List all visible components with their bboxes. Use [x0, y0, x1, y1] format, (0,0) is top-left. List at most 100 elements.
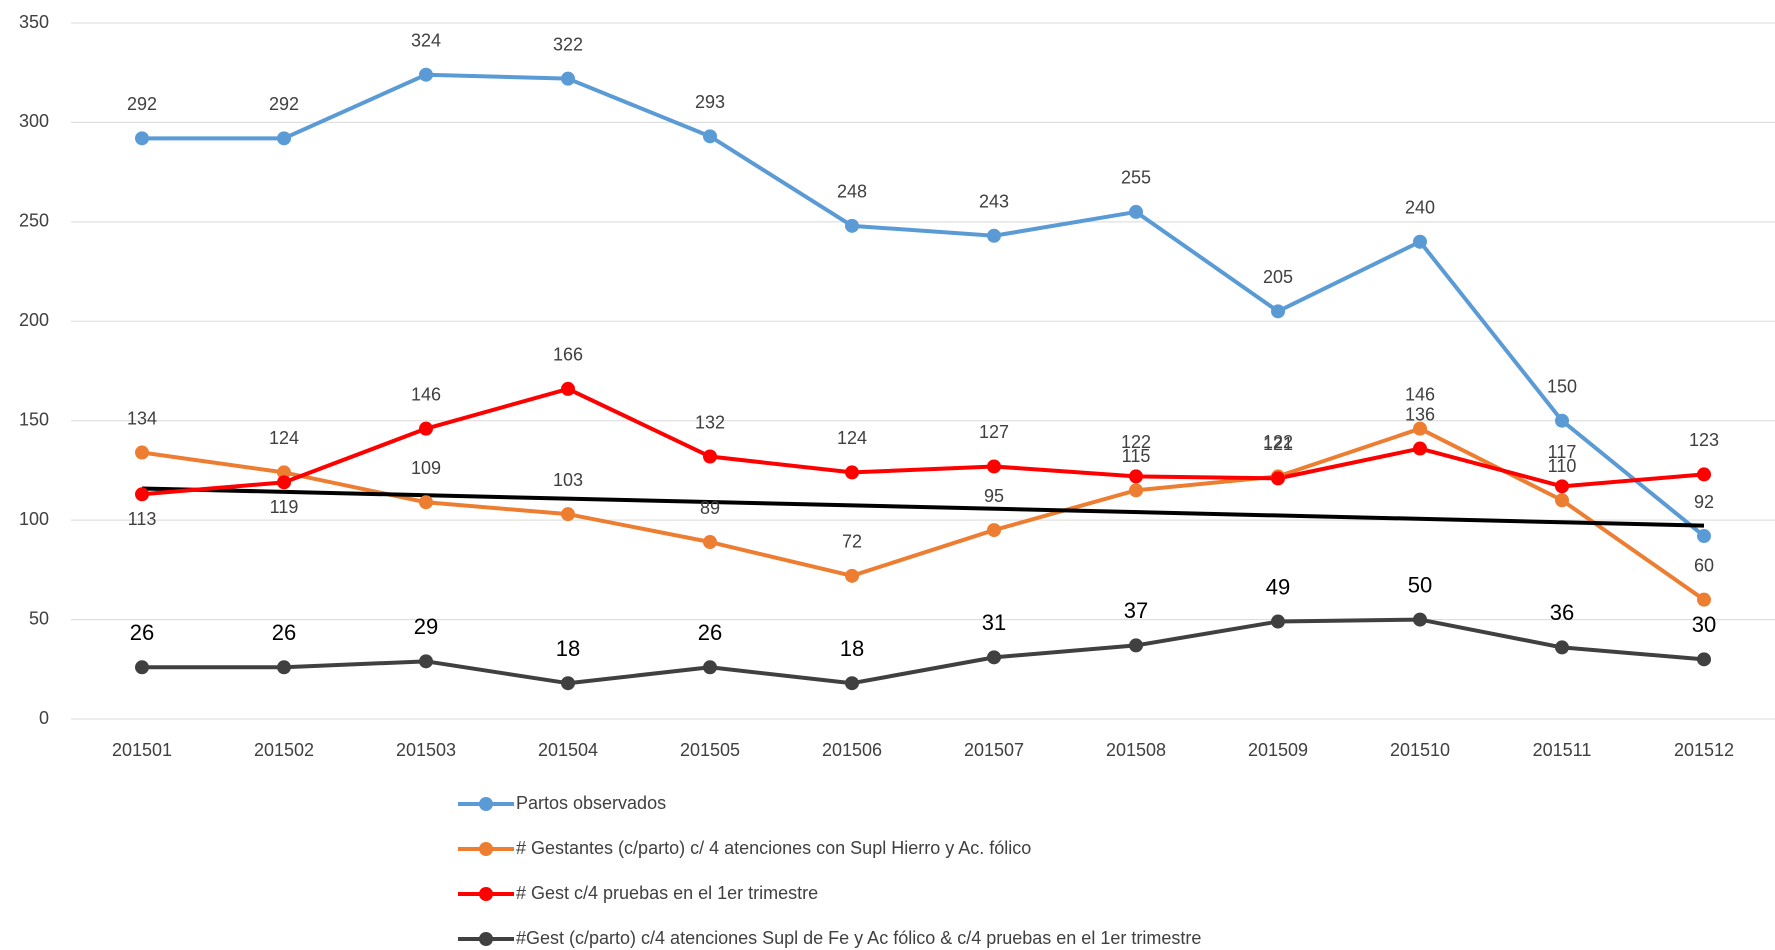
point	[1271, 471, 1285, 486]
point	[1413, 421, 1427, 436]
data-label: 146	[411, 384, 441, 404]
point	[135, 487, 149, 502]
data-label: 29	[414, 614, 438, 639]
y-tick-label: 250	[19, 211, 49, 231]
data-label: 124	[269, 428, 299, 448]
x-tick-label: 201512	[1674, 740, 1734, 760]
legend-label: Partos observados	[516, 793, 666, 813]
data-label: 240	[1405, 197, 1435, 217]
data-label: 124	[837, 428, 867, 448]
series-line	[142, 72, 1706, 538]
point	[419, 654, 433, 669]
point	[1129, 483, 1143, 498]
point	[1129, 204, 1143, 219]
data-label: 127	[979, 422, 1009, 442]
data-label: 292	[127, 94, 157, 114]
data-label: 89	[700, 498, 720, 518]
point	[561, 71, 575, 86]
data-label: 30	[1692, 612, 1716, 637]
data-label: 150	[1547, 376, 1577, 396]
trendline	[141, 486, 1705, 528]
point	[1271, 614, 1285, 629]
point	[1697, 592, 1711, 607]
point	[135, 445, 149, 460]
point	[1697, 529, 1711, 544]
x-tick-label: 201507	[964, 740, 1024, 760]
data-label: 166	[553, 345, 583, 365]
data-label: 293	[695, 92, 725, 112]
y-tick-label: 300	[19, 111, 49, 131]
point	[845, 676, 859, 691]
data-label: 72	[842, 532, 862, 552]
point	[1413, 441, 1427, 456]
x-tick-label: 201502	[254, 740, 314, 760]
data-label: 37	[1124, 598, 1148, 623]
data-label: 18	[556, 636, 580, 661]
data-label: 324	[411, 30, 441, 50]
x-tick-label: 201506	[822, 740, 882, 760]
data-label: 50	[1408, 572, 1432, 597]
series-line	[141, 426, 1706, 602]
data-label: 26	[272, 620, 296, 645]
legend-label: # Gestantes (c/parto) c/ 4 atenciones co…	[516, 838, 1031, 858]
point	[1129, 469, 1143, 484]
point	[419, 495, 433, 510]
point	[1129, 638, 1143, 653]
legend-label: #Gest (c/parto) c/4 atenciones Supl de F…	[516, 928, 1201, 948]
legend-marker	[479, 932, 493, 946]
x-tick-label: 201509	[1248, 740, 1308, 760]
data-label: 255	[1121, 168, 1151, 188]
point	[277, 465, 291, 480]
data-label: 92	[1694, 492, 1714, 512]
point	[277, 660, 291, 675]
point	[987, 459, 1001, 474]
point	[1555, 640, 1569, 655]
point	[987, 228, 1001, 243]
y-tick-label: 150	[19, 409, 49, 429]
point	[987, 650, 1001, 665]
point	[277, 131, 291, 146]
point	[1697, 467, 1711, 482]
point	[1555, 479, 1569, 494]
data-label: 60	[1694, 555, 1714, 575]
data-label: 95	[984, 486, 1004, 506]
data-label: 119	[270, 497, 299, 517]
data-label: 132	[695, 412, 725, 432]
point	[1555, 493, 1569, 508]
data-label: 36	[1550, 600, 1574, 625]
point	[419, 67, 433, 82]
y-tick-label: 0	[39, 708, 49, 728]
data-label: 123	[1689, 430, 1719, 450]
y-tick-label: 350	[19, 12, 49, 32]
data-label: 322	[553, 34, 583, 54]
point	[135, 131, 149, 146]
y-tick-label: 50	[29, 608, 49, 628]
point	[987, 523, 1001, 538]
point	[419, 421, 433, 436]
data-label: 110	[1548, 456, 1577, 476]
x-tick-label: 201508	[1106, 740, 1166, 760]
point	[1555, 413, 1569, 428]
x-tick-label: 201504	[538, 740, 598, 760]
data-label: 292	[269, 94, 299, 114]
y-tick-label: 100	[19, 509, 49, 529]
data-label: 122	[1263, 432, 1293, 452]
data-label: 18	[840, 636, 864, 661]
point	[703, 660, 717, 675]
series-line	[142, 617, 1705, 686]
x-tick-label: 201503	[396, 740, 456, 760]
data-label: 248	[837, 182, 867, 202]
point	[1413, 234, 1427, 249]
data-label: 205	[1263, 267, 1293, 287]
data-label: 31	[982, 610, 1006, 635]
data-label: 146	[1405, 384, 1435, 404]
point	[1271, 304, 1285, 319]
point	[703, 129, 717, 144]
point	[845, 465, 859, 480]
point	[561, 381, 575, 396]
data-label: 109	[411, 458, 441, 478]
point	[703, 449, 717, 464]
x-tick-label: 201501	[112, 740, 172, 760]
point	[703, 535, 717, 550]
